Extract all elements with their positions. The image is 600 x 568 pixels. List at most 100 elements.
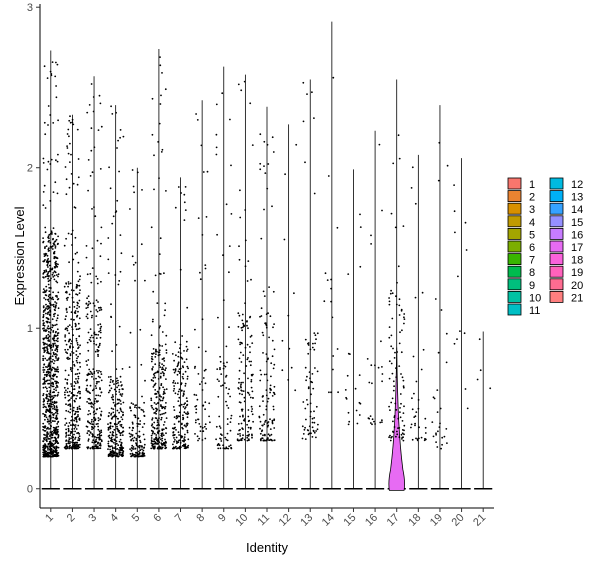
point: [42, 324, 45, 326]
point: [49, 331, 52, 334]
point: [67, 404, 70, 406]
point: [151, 418, 154, 421]
point: [121, 368, 124, 370]
point: [86, 432, 89, 435]
point: [159, 413, 162, 416]
legend-item-17: 17: [549, 240, 583, 254]
point: [71, 121, 74, 124]
point: [225, 203, 228, 206]
point: [163, 357, 165, 360]
point: [164, 369, 167, 371]
point: [45, 285, 48, 288]
violin-13: [301, 79, 320, 490]
point: [158, 417, 160, 419]
point: [91, 267, 94, 269]
point: [237, 325, 240, 328]
point: [79, 366, 82, 368]
point: [424, 437, 426, 440]
point: [394, 351, 396, 354]
point: [54, 307, 57, 309]
points-8: [193, 113, 211, 442]
point: [74, 444, 77, 447]
point: [65, 431, 68, 434]
point: [92, 110, 95, 113]
point: [411, 408, 414, 411]
point: [42, 305, 45, 307]
point: [242, 419, 245, 422]
point: [183, 424, 186, 427]
point: [172, 381, 175, 384]
point: [87, 189, 89, 192]
point: [143, 446, 146, 449]
point: [67, 152, 70, 155]
point: [48, 287, 51, 289]
point: [100, 391, 103, 394]
point: [348, 420, 351, 423]
point: [48, 374, 51, 377]
point: [158, 177, 160, 180]
point: [52, 440, 55, 442]
point: [79, 344, 81, 347]
point: [64, 166, 67, 168]
point: [44, 133, 47, 136]
point: [237, 423, 240, 425]
point: [392, 430, 394, 433]
point: [55, 433, 58, 436]
point: [381, 419, 383, 422]
point: [54, 368, 56, 371]
point: [48, 368, 51, 371]
point: [64, 417, 67, 420]
point: [269, 389, 272, 391]
point: [42, 322, 45, 325]
point: [117, 382, 119, 384]
point: [110, 417, 113, 420]
point: [347, 411, 350, 414]
point: [76, 251, 78, 254]
point: [98, 309, 101, 312]
point: [177, 441, 180, 444]
point: [393, 426, 396, 428]
point: [120, 252, 123, 255]
point: [97, 306, 100, 309]
violin-17: [387, 79, 406, 491]
point: [56, 257, 58, 259]
point: [239, 341, 242, 344]
point: [164, 405, 167, 408]
point: [250, 386, 253, 389]
point: [90, 149, 93, 152]
point: [85, 307, 88, 309]
point: [220, 385, 222, 387]
point: [47, 283, 50, 286]
point: [53, 360, 56, 362]
point: [381, 373, 384, 375]
x-tick-label-12: 12: [277, 512, 294, 529]
point: [152, 290, 155, 293]
point: [312, 387, 315, 390]
point: [48, 264, 51, 267]
point: [161, 437, 164, 440]
point: [259, 133, 262, 136]
point: [157, 442, 160, 445]
point: [159, 366, 162, 368]
point: [305, 418, 307, 421]
point: [46, 420, 49, 423]
point: [422, 348, 425, 351]
point: [43, 376, 46, 379]
point: [128, 432, 131, 435]
point: [140, 243, 143, 246]
point: [89, 432, 92, 434]
point: [51, 245, 53, 248]
point: [135, 455, 137, 457]
point: [107, 440, 110, 443]
point: [270, 433, 273, 436]
point: [49, 309, 51, 312]
point: [176, 382, 179, 384]
point: [151, 406, 154, 409]
point: [87, 372, 90, 375]
point: [158, 364, 161, 367]
point: [219, 367, 221, 369]
point: [208, 402, 211, 405]
point: [87, 349, 90, 352]
legend-item-7: 7: [507, 253, 535, 267]
point: [398, 365, 401, 367]
